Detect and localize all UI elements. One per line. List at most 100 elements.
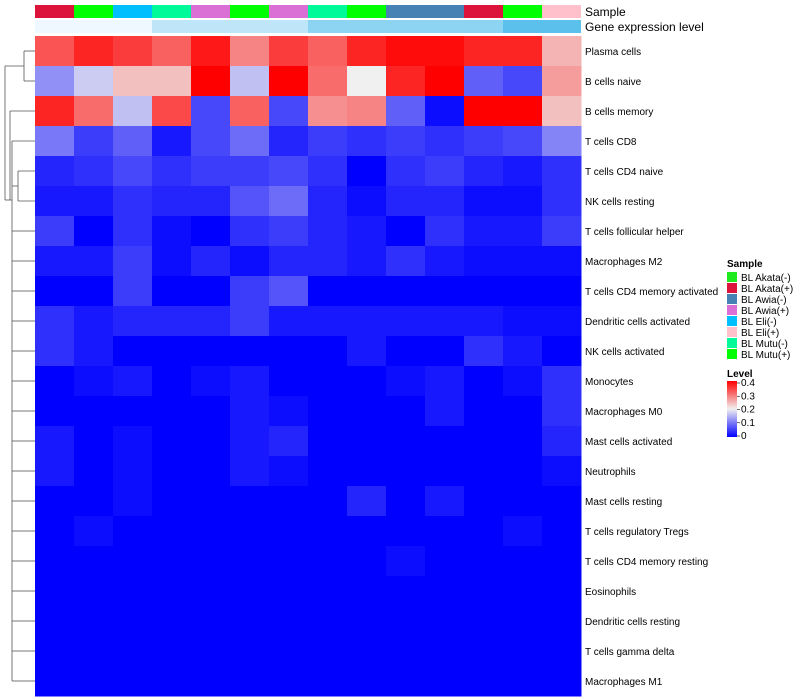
heatmap-cell bbox=[425, 246, 465, 277]
heatmap-cell bbox=[152, 156, 192, 187]
heatmap-cell bbox=[386, 516, 426, 547]
heatmap-cell bbox=[542, 156, 582, 187]
gene-expression-annotation-cell bbox=[386, 20, 425, 33]
heatmap-cell bbox=[386, 486, 426, 517]
heatmap-cell bbox=[113, 426, 153, 457]
gene-expression-annotation-cell bbox=[542, 20, 581, 33]
sample-annotation-cell bbox=[425, 5, 464, 18]
heatmap-cell bbox=[269, 336, 309, 367]
row-label: T cells gamma delta bbox=[585, 647, 675, 658]
heatmap-cell bbox=[230, 426, 270, 457]
heatmap-cell bbox=[152, 516, 192, 547]
heatmap-cell bbox=[464, 366, 504, 397]
heatmap-cell bbox=[386, 396, 426, 427]
heatmap-cell bbox=[35, 606, 75, 637]
heatmap-cell bbox=[269, 156, 309, 187]
heatmap-cell bbox=[425, 576, 465, 607]
heatmap-cell bbox=[152, 186, 192, 217]
heatmap-cell bbox=[74, 126, 114, 157]
heatmap-cell bbox=[542, 636, 582, 667]
heatmap-cell bbox=[308, 336, 348, 367]
heatmap-cell bbox=[35, 126, 75, 157]
sample-legend-label: BL Akata(+) bbox=[741, 284, 793, 295]
heatmap-cell bbox=[74, 606, 114, 637]
heatmap-cell bbox=[425, 306, 465, 337]
heatmap-cells bbox=[35, 36, 582, 697]
heatmap-cell bbox=[74, 186, 114, 217]
heatmap-cell bbox=[269, 396, 309, 427]
heatmap-cell bbox=[308, 456, 348, 487]
heatmap-cell bbox=[542, 126, 582, 157]
sample-legend-label: BL Awia(-) bbox=[741, 295, 787, 306]
heatmap-cell bbox=[269, 456, 309, 487]
gene-expression-annotation-cell bbox=[347, 20, 386, 33]
sample-annotation-cell bbox=[347, 5, 386, 18]
sample-annotation-cell bbox=[74, 5, 113, 18]
heatmap-cell bbox=[269, 216, 309, 247]
heatmap-cell bbox=[347, 456, 387, 487]
heatmap-cell bbox=[191, 306, 231, 337]
sample-legend: Sample BL Akata(-)BL Akata(+)BL Awia(-)B… bbox=[727, 259, 793, 361]
heatmap-cell bbox=[464, 516, 504, 547]
heatmap-cell bbox=[464, 486, 504, 517]
heatmap-cell bbox=[113, 336, 153, 367]
heatmap-cell bbox=[113, 366, 153, 397]
gene-expression-annotation-cell bbox=[35, 20, 74, 33]
heatmap-cell bbox=[347, 576, 387, 607]
sample-legend-label: BL Eli(-) bbox=[741, 317, 777, 328]
heatmap-cell bbox=[308, 516, 348, 547]
heatmap-cell bbox=[35, 486, 75, 517]
heatmap-cell bbox=[230, 396, 270, 427]
heatmap-cell bbox=[308, 486, 348, 517]
heatmap-cell bbox=[152, 426, 192, 457]
heatmap-cell bbox=[152, 606, 192, 637]
heatmap-cell bbox=[152, 396, 192, 427]
heatmap-cell bbox=[191, 576, 231, 607]
sample-legend-title: Sample bbox=[727, 259, 763, 270]
heatmap-cell bbox=[113, 636, 153, 667]
heatmap-cell bbox=[230, 216, 270, 247]
heatmap-cell bbox=[542, 486, 582, 517]
row-label: NK cells activated bbox=[585, 347, 664, 358]
heatmap-cell bbox=[386, 546, 426, 577]
heatmap-cell bbox=[113, 306, 153, 337]
heatmap-cell bbox=[425, 636, 465, 667]
heatmap-cell bbox=[113, 36, 153, 67]
heatmap-cell bbox=[152, 36, 192, 67]
heatmap-cell bbox=[347, 36, 387, 67]
row-label: T cells CD4 memory activated bbox=[585, 287, 718, 298]
sample-annotation-cell bbox=[542, 5, 581, 18]
sample-legend-label: BL Awia(+) bbox=[741, 306, 789, 317]
heatmap-cell bbox=[113, 96, 153, 127]
sample-legend-swatch bbox=[727, 327, 737, 337]
heatmap-cell bbox=[386, 126, 426, 157]
sample-annotation-cell bbox=[464, 5, 503, 18]
heatmap-cell bbox=[347, 306, 387, 337]
heatmap-cell bbox=[503, 336, 543, 367]
heatmap-cell bbox=[425, 546, 465, 577]
heatmap-cell bbox=[308, 306, 348, 337]
heatmap-cell bbox=[308, 216, 348, 247]
heatmap-cell bbox=[464, 606, 504, 637]
heatmap-cell bbox=[464, 576, 504, 607]
heatmap-cell bbox=[503, 366, 543, 397]
heatmap-cell bbox=[425, 186, 465, 217]
heatmap-cell bbox=[386, 306, 426, 337]
heatmap-cell bbox=[503, 426, 543, 457]
gene-expression-annotation-cell bbox=[74, 20, 113, 33]
row-label: Monocytes bbox=[585, 377, 633, 388]
heatmap-cell bbox=[503, 216, 543, 247]
heatmap-cell bbox=[425, 396, 465, 427]
heatmap-cell bbox=[386, 366, 426, 397]
heatmap-cell bbox=[230, 306, 270, 337]
level-legend-tick-label: 0.4 bbox=[741, 378, 755, 389]
sample-legend-swatch bbox=[727, 349, 737, 359]
heatmap-cell bbox=[269, 36, 309, 67]
row-label: Macrophages M2 bbox=[585, 257, 663, 268]
heatmap-cell bbox=[74, 636, 114, 667]
sample-legend-swatch bbox=[727, 294, 737, 304]
heatmap-cell bbox=[308, 576, 348, 607]
heatmap-cell bbox=[464, 246, 504, 277]
heatmap-cell bbox=[347, 66, 387, 97]
heatmap-cell bbox=[35, 276, 75, 307]
